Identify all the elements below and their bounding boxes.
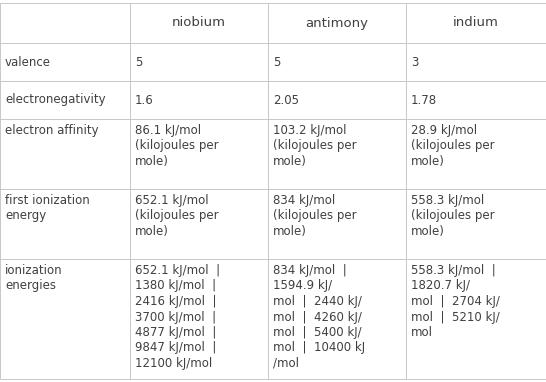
Bar	[0, 259, 130, 379]
Bar	[130, 259, 268, 379]
Bar	[406, 43, 546, 81]
Bar	[406, 81, 546, 119]
Bar	[0, 3, 130, 43]
Text: 103.2 kJ/mol
(kilojoules per
mole): 103.2 kJ/mol (kilojoules per mole)	[273, 124, 357, 168]
Bar	[268, 81, 406, 119]
Bar	[406, 119, 546, 189]
Bar	[406, 259, 546, 379]
Text: 652.1 kJ/mol
(kilojoules per
mole): 652.1 kJ/mol (kilojoules per mole)	[135, 194, 218, 238]
Text: antimony: antimony	[306, 16, 369, 29]
Text: 1.6: 1.6	[135, 94, 154, 107]
Text: indium: indium	[453, 16, 499, 29]
Bar	[406, 189, 546, 259]
Text: electronegativity: electronegativity	[5, 94, 105, 107]
Text: 834 kJ/mol  |
1594.9 kJ/
mol  |  2440 kJ/
mol  |  4260 kJ/
mol  |  5400 kJ/
mol : 834 kJ/mol | 1594.9 kJ/ mol | 2440 kJ/ m…	[273, 264, 365, 370]
Bar	[0, 43, 130, 81]
Text: ionization
energies: ionization energies	[5, 264, 63, 293]
Bar	[130, 189, 268, 259]
Bar	[0, 81, 130, 119]
Bar	[268, 189, 406, 259]
Text: 558.3 kJ/mol  |
1820.7 kJ/
mol  |  2704 kJ/
mol  |  5210 kJ/
mol: 558.3 kJ/mol | 1820.7 kJ/ mol | 2704 kJ/…	[411, 264, 500, 339]
Bar	[0, 189, 130, 259]
Bar	[268, 259, 406, 379]
Text: 28.9 kJ/mol
(kilojoules per
mole): 28.9 kJ/mol (kilojoules per mole)	[411, 124, 495, 168]
Bar	[130, 81, 268, 119]
Text: first ionization
energy: first ionization energy	[5, 194, 90, 222]
Bar	[0, 119, 130, 189]
Bar	[130, 43, 268, 81]
Bar	[130, 3, 268, 43]
Text: 652.1 kJ/mol  |
1380 kJ/mol  |
2416 kJ/mol  |
3700 kJ/mol  |
4877 kJ/mol  |
9847: 652.1 kJ/mol | 1380 kJ/mol | 2416 kJ/mol…	[135, 264, 220, 370]
Text: 2.05: 2.05	[273, 94, 299, 107]
Bar	[268, 3, 406, 43]
Text: 5: 5	[135, 55, 143, 68]
Text: niobium: niobium	[172, 16, 226, 29]
Text: 1.78: 1.78	[411, 94, 437, 107]
Bar	[268, 119, 406, 189]
Text: 834 kJ/mol
(kilojoules per
mole): 834 kJ/mol (kilojoules per mole)	[273, 194, 357, 238]
Text: 5: 5	[273, 55, 281, 68]
Text: 3: 3	[411, 55, 418, 68]
Text: valence: valence	[5, 55, 51, 68]
Bar	[406, 3, 546, 43]
Bar	[130, 119, 268, 189]
Text: 558.3 kJ/mol
(kilojoules per
mole): 558.3 kJ/mol (kilojoules per mole)	[411, 194, 495, 238]
Bar	[268, 43, 406, 81]
Text: 86.1 kJ/mol
(kilojoules per
mole): 86.1 kJ/mol (kilojoules per mole)	[135, 124, 218, 168]
Text: electron affinity: electron affinity	[5, 124, 99, 137]
